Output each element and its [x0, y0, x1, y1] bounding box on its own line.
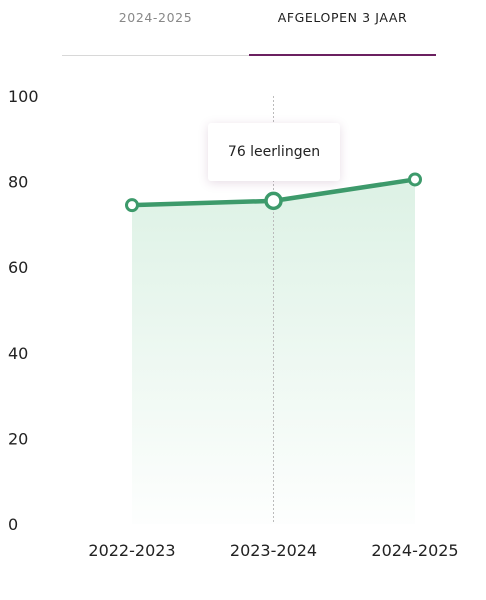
y-tick-label: 60 [8, 258, 28, 277]
area-fill [132, 179, 415, 524]
y-tick-label: 40 [8, 344, 28, 363]
tooltip-text: 76 leerlingen [227, 144, 321, 160]
data-point[interactable] [264, 191, 283, 211]
y-axis: 0 20 40 60 80 100 [8, 87, 39, 534]
tooltip: 76 leerlingen [208, 123, 340, 181]
tab-current-year[interactable]: 2024-2025 [118, 10, 193, 25]
x-axis: 2022-2023 2023-2024 2024-2025 [88, 541, 458, 560]
data-point[interactable] [125, 198, 139, 213]
active-tab-indicator [249, 54, 436, 56]
x-tick-label: 2023-2024 [230, 541, 317, 560]
y-tick-label: 80 [8, 173, 28, 192]
x-tick-label: 2024-2025 [371, 541, 458, 560]
y-tick-label: 20 [8, 429, 28, 448]
data-point[interactable] [408, 172, 422, 187]
data-points [125, 172, 422, 213]
y-tick-label: 0 [8, 515, 18, 534]
y-tick-label: 100 [8, 87, 39, 106]
tab-bar: 2024-2025 AFGELOPEN 3 JAAR [62, 0, 436, 58]
tab-last-3-years[interactable]: AFGELOPEN 3 JAAR [277, 10, 408, 25]
x-tick-label: 2022-2023 [88, 541, 175, 560]
